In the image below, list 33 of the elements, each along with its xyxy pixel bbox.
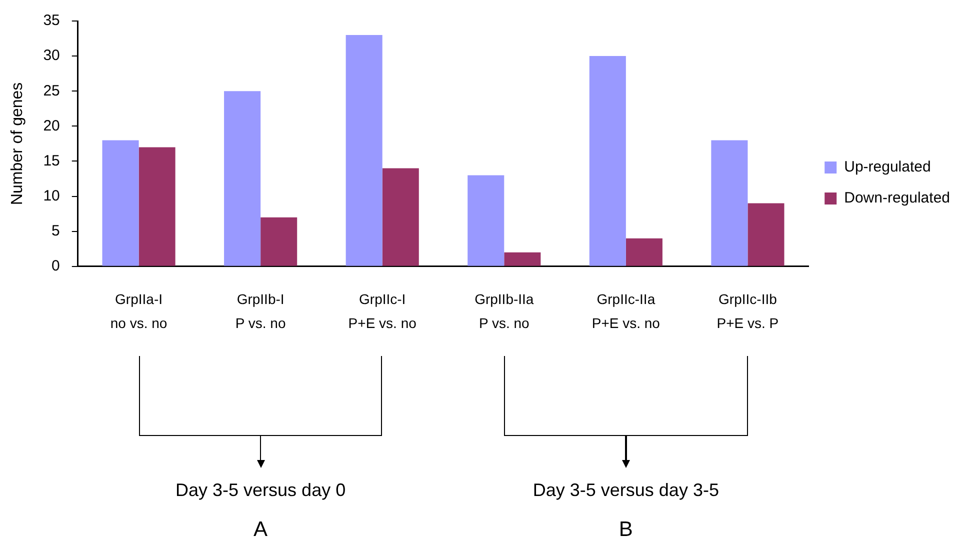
bar	[102, 140, 139, 266]
y-tick-label: 25	[43, 82, 60, 100]
bar	[589, 56, 626, 266]
bar	[346, 35, 382, 266]
bar	[504, 252, 541, 266]
y-tick-label: 5	[52, 222, 60, 240]
legend-label: Up-regulated	[844, 158, 931, 176]
y-tick-label: 35	[43, 12, 60, 30]
y-axis-title: Number of genes	[9, 82, 26, 206]
text: Day 3-5 versus day 3-5	[532, 480, 720, 501]
text: Day 3-5 versus day 0	[174, 480, 347, 501]
bar	[138, 147, 176, 266]
x-tick-label: GrpIIb-IIa P vs. no	[474, 291, 534, 331]
bar	[224, 91, 261, 266]
x-tick-label: GrpIIc-IIb P+E vs. P	[716, 291, 779, 331]
x-tick-label: GrpIIc-IIa P+E vs. no	[592, 291, 660, 331]
bar	[468, 175, 504, 266]
x-tick-label: GrpIIc-I P+E vs. no	[348, 291, 417, 331]
text: A	[252, 518, 269, 542]
x-tick-label: GrpIIb-I P vs. no	[235, 291, 286, 331]
bar	[626, 238, 662, 266]
y-tick-label: 20	[43, 117, 60, 134]
bar	[382, 168, 419, 266]
y-tick-label: 30	[43, 47, 60, 64]
bar	[260, 217, 298, 266]
bar	[711, 140, 748, 266]
text: B	[618, 518, 634, 542]
bar	[748, 203, 784, 266]
legend-label: Down-regulated	[844, 190, 950, 207]
y-tick-label: 0	[52, 258, 60, 275]
y-tick-label: 10	[43, 187, 60, 204]
y-tick-label: 15	[43, 152, 60, 170]
x-tick-label: GrpIIa-I no vs. no	[110, 291, 168, 331]
